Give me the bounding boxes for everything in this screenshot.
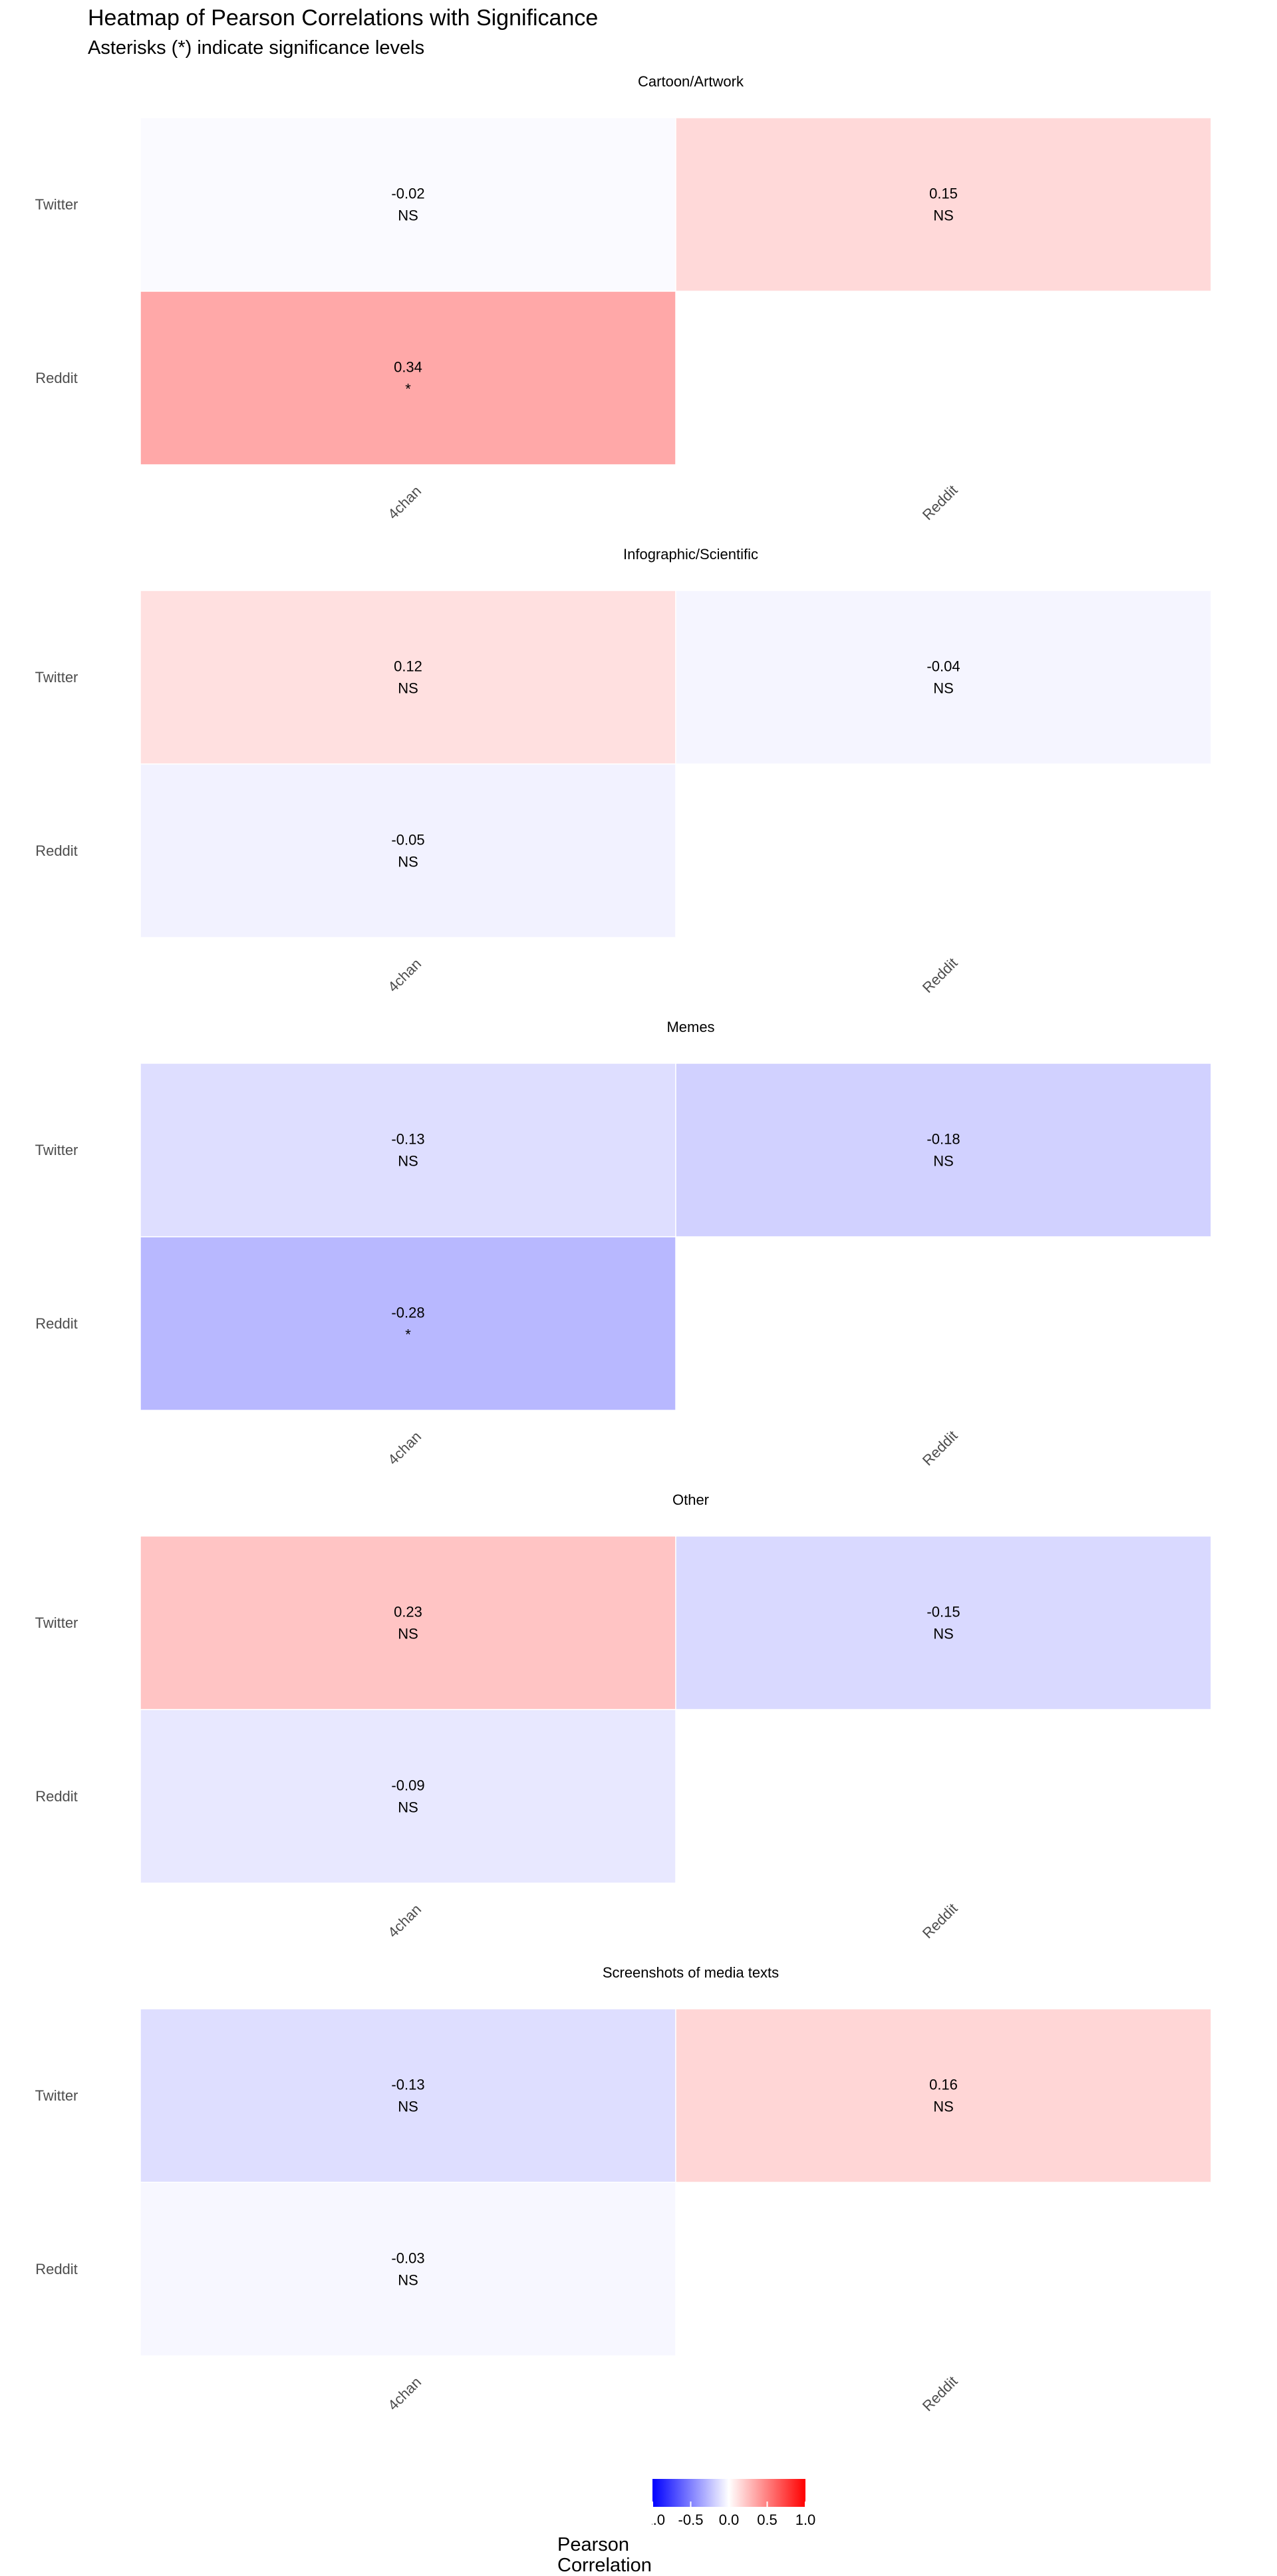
cell-value-label: -0.04 [926,658,960,675]
heatmap-cell [140,1709,676,1884]
panel-title: Cartoon/Artwork [638,73,744,90]
y-tick-label: Reddit [35,2260,78,2277]
legend-title: Pearson Correlation [557,2535,652,2576]
heatmap-cell [675,1535,1212,1710]
chart-title: Heatmap of Pearson Correlations with Sig… [88,5,599,31]
colorbar-tick-label: -1.0 [652,2512,665,2528]
cell-value-label: 0.12 [394,658,422,675]
heatmap-cell [140,590,676,765]
heatmap-panel: -0.13 NS 0.16 NS -0.03 NS 4chan Reddit [140,2008,1212,2414]
x-tick-label: Reddit [919,481,961,523]
cell-value-label: -0.05 [391,832,424,848]
cell-value-label: 0.23 [394,1604,422,1620]
y-tick-label: Twitter [35,1141,78,1158]
colorbar-tick-label: 0.0 [719,2512,740,2528]
heatmap-panel: -0.13 NS -0.18 NS -0.28 * 4chan Reddit [140,1063,1212,1469]
heatmap-cell [675,2008,1212,2183]
cell-value-label: -0.28 [391,1305,424,1321]
x-tick-label: 4chan [384,1901,424,1941]
cell-significance-label: NS [933,1626,954,1642]
legend-title-line2: Correlation [557,2555,652,2576]
cell-significance-label: NS [933,2099,954,2115]
heatmap-panel: -0.02 NS 0.15 NS 0.34 * 4chan Reddit [140,117,1212,523]
cell-value-label: -0.18 [926,1131,960,1148]
cell-value-label: 0.16 [929,2077,958,2093]
x-tick-label: 4chan [384,483,424,523]
y-tick-label: Reddit [35,842,78,859]
colorbar-tick-label: 1.0 [795,2512,816,2528]
cell-significance-label: * [405,1327,411,1343]
y-tick-label: Twitter [35,195,78,213]
cell-value-label: -0.09 [391,1777,424,1794]
panel-title: Screenshots of media texts [602,1964,780,1981]
panel-title: Memes [666,1019,715,1035]
cell-significance-label: NS [933,1153,954,1170]
cell-significance-label: * [405,381,411,398]
heatmap-cell [140,763,676,938]
cell-significance-label: NS [398,2099,418,2115]
x-tick-label: Reddit [919,1427,961,1469]
y-tick-label: Twitter [35,668,78,686]
cell-value-label: -0.15 [926,1604,960,1620]
x-tick-label: 4chan [384,956,424,995]
cell-value-label: 0.34 [394,359,422,376]
heatmap-cell [675,117,1212,292]
cell-significance-label: NS [933,680,954,697]
cell-value-label: -0.13 [391,1131,424,1148]
heatmap-cell [140,1535,676,1710]
cell-significance-label: NS [398,854,418,870]
heatmap-cell [675,1063,1212,1237]
cell-value-label: 0.15 [929,186,958,202]
cell-significance-label: NS [398,1799,418,1816]
cell-significance-label: NS [398,1626,418,1642]
cell-significance-label: NS [398,2272,418,2289]
heatmap-cell [140,291,676,465]
y-tick-label: Reddit [35,1787,78,1805]
legend-title-line1: Pearson [557,2534,630,2555]
heatmap-cell [140,1236,676,1411]
heatmap-cell [140,1063,676,1237]
cell-value-label: -0.02 [391,186,424,202]
x-tick-label: Reddit [919,1900,961,1942]
heatmap-cell [140,2008,676,2183]
panel-title: Infographic/Scientific [623,546,758,563]
colorbar-tick-label: -0.5 [678,2512,704,2528]
y-tick-label: Twitter [35,2087,78,2104]
cell-significance-label: NS [398,680,418,697]
y-tick-label: Reddit [35,1315,78,1332]
x-tick-label: 4chan [384,2374,424,2414]
heatmap-panel: 0.12 NS -0.04 NS -0.05 NS 4chan Reddit [140,590,1212,996]
cell-significance-label: NS [398,207,418,224]
heatmap-panel: 0.23 NS -0.15 NS -0.09 NS 4chan Reddit [140,1535,1212,1942]
x-tick-label: 4chan [384,1428,424,1468]
x-tick-label: Reddit [919,954,961,996]
cell-significance-label: NS [398,1153,418,1170]
y-tick-label: Reddit [35,369,78,386]
x-tick-label: Reddit [919,2373,961,2414]
heatmap-cell [140,117,676,292]
cell-significance-label: NS [933,207,954,224]
cell-value-label: -0.13 [391,2077,424,2093]
heatmap-cell [675,590,1212,765]
chart-subtitle: Asterisks (*) indicate significance leve… [88,37,425,59]
colorbar-tick-label: 0.5 [757,2512,778,2528]
y-tick-label: Twitter [35,1614,78,1631]
cell-value-label: -0.03 [391,2250,424,2267]
colorbar-legend: -1.0 -0.5 0.0 0.5 1.0 [652,2479,816,2528]
panel-title: Other [672,1491,710,1508]
heatmap-cell [140,2182,676,2357]
